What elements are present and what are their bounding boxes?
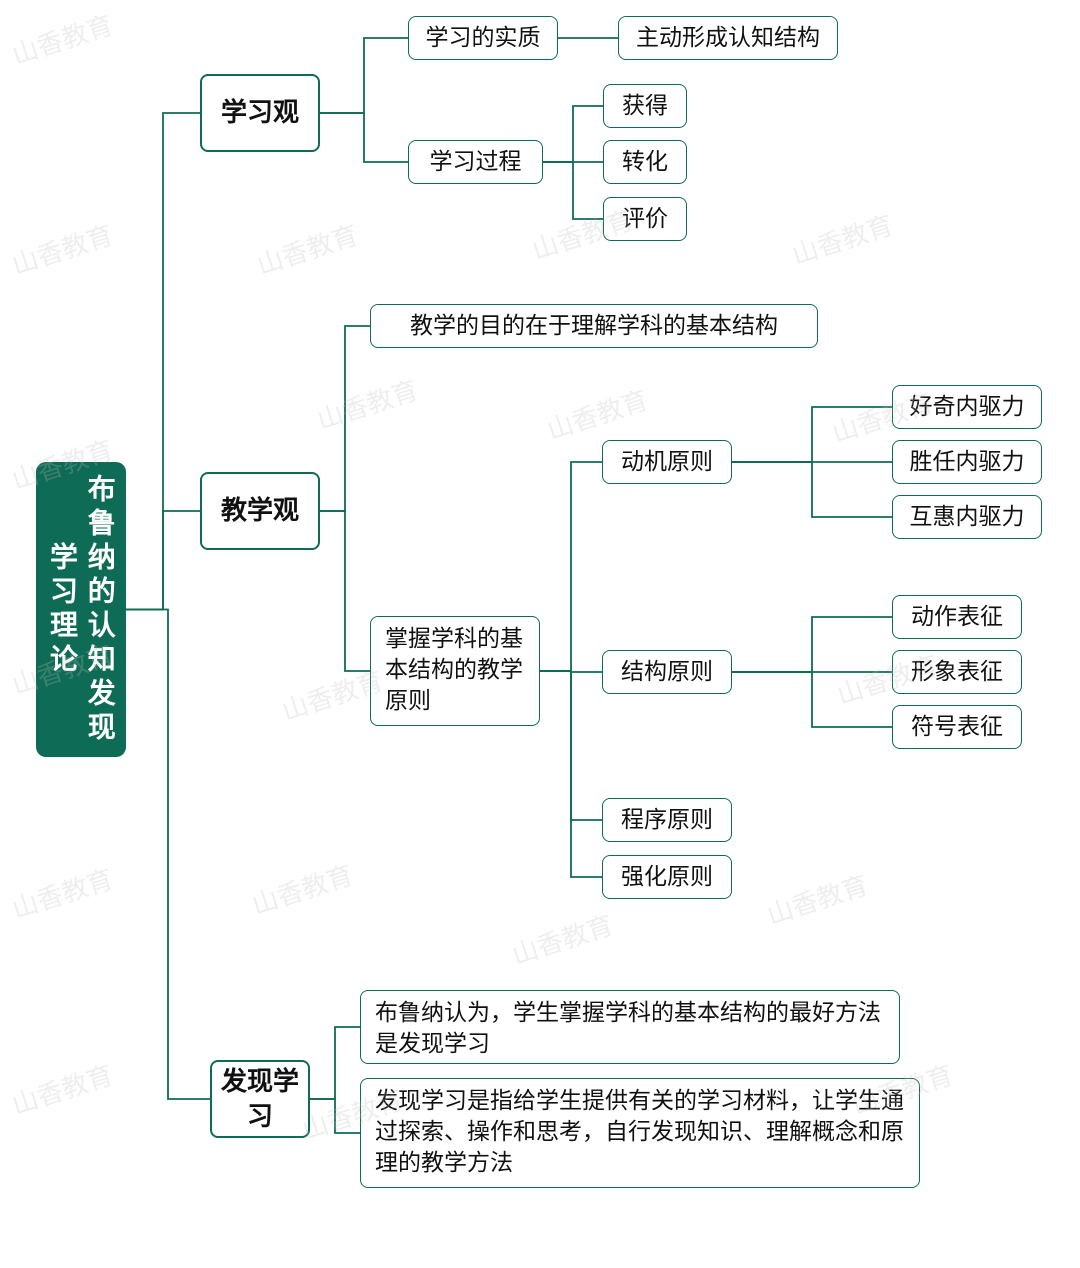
node-reciprocity-drive: 互惠内驱力 — [892, 495, 1042, 539]
watermark: 山香教育 — [542, 380, 652, 447]
watermark: 山香教育 — [762, 865, 872, 932]
node-active-cognitive-structure: 主动形成认知结构 — [618, 16, 838, 60]
watermark: 山香教育 — [247, 855, 357, 922]
node-discovery-best-method: 布鲁纳认为，学生掌握学科的基本结构的最好方法是发现学习 — [360, 990, 900, 1064]
node-teaching-purpose: 教学的目的在于理解学科的基本结构 — [370, 304, 818, 348]
node-reinforcement-principle: 强化原则 — [602, 855, 732, 899]
node-enactive-rep: 动作表征 — [892, 595, 1022, 639]
root-node: 布鲁纳的认知发现学习理论 — [36, 462, 126, 757]
node-learning-process: 学习过程 — [408, 140, 543, 184]
node-curiosity-drive: 好奇内驱力 — [892, 385, 1042, 429]
node-acquire: 获得 — [603, 84, 687, 128]
node-transform: 转化 — [603, 140, 687, 184]
node-discovery-definition: 发现学习是指给学生提供有关的学习材料，让学生通过探索、操作和思考，自行发现知识、… — [360, 1078, 920, 1188]
node-symbolic-rep: 符号表征 — [892, 705, 1022, 749]
branch-teaching-view: 教学观 — [200, 472, 320, 550]
watermark: 山香教育 — [7, 859, 117, 926]
node-evaluate: 评价 — [603, 197, 687, 241]
branch-learning-view: 学习观 — [200, 74, 320, 152]
watermark: 山香教育 — [787, 205, 897, 272]
node-structure-principle: 结构原则 — [602, 650, 732, 694]
node-motivation-principle: 动机原则 — [602, 440, 732, 484]
watermark: 山香教育 — [7, 215, 117, 282]
node-competence-drive: 胜任内驱力 — [892, 440, 1042, 484]
watermark: 山香教育 — [252, 215, 362, 282]
node-sequence-principle: 程序原则 — [602, 798, 732, 842]
watermark: 山香教育 — [507, 905, 617, 972]
node-learning-essence: 学习的实质 — [408, 16, 558, 60]
node-iconic-rep: 形象表征 — [892, 650, 1022, 694]
branch-discovery-learning: 发现学习 — [210, 1060, 310, 1138]
watermark: 山香教育 — [312, 370, 422, 437]
watermark: 山香教育 — [7, 5, 117, 72]
watermark: 山香教育 — [7, 1055, 117, 1122]
node-teaching-principles: 掌握学科的基本结构的教学原则 — [370, 616, 540, 726]
